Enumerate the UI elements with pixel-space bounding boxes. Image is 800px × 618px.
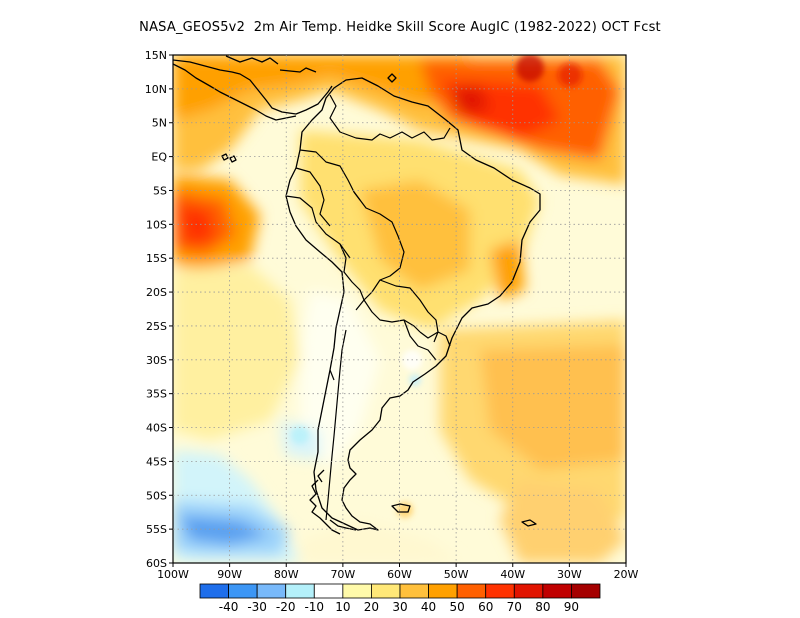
lat-tick-label: 60S	[146, 557, 167, 570]
lon-tick-label: 60W	[387, 568, 412, 581]
colorbar-label: 70	[507, 600, 522, 614]
graticule	[169, 54, 627, 567]
colorbar-label: 10	[335, 600, 350, 614]
colorbar-swatch	[456, 583, 487, 599]
longitude-labels: 100W 90W 80W 70W 60W 50W 40W 30W 20W	[157, 568, 638, 581]
lat-tick-label: 10S	[146, 218, 167, 231]
latitude-labels: 15N 10N 5N EQ 5S 10S 15S 20S 25S 30S 35S 40S 45S 50S 5…	[145, 49, 168, 570]
colorbar-label: -30	[247, 600, 267, 614]
coastline-outlines	[173, 55, 541, 535]
colorbar-label: -10	[304, 600, 324, 614]
lat-tick-label: 15N	[145, 49, 167, 62]
colorbar-swatch	[313, 583, 344, 599]
lat-tick-label: 45S	[146, 455, 167, 468]
colorbar-swatch	[256, 583, 287, 599]
lat-tick-label: 55S	[146, 523, 167, 536]
lat-tick-label: 50S	[146, 489, 167, 502]
colorbar-label: 40	[421, 600, 436, 614]
colorbar-label: 20	[364, 600, 379, 614]
country-borders	[285, 94, 451, 521]
colorbar-swatch	[285, 583, 315, 599]
colorbar-label: 50	[450, 600, 465, 614]
lon-tick-label: 100W	[157, 568, 189, 581]
colorbar-swatch	[571, 583, 601, 599]
map-title: NASA_GEOS5v2 2m Air Temp. Heidke Skill S…	[139, 20, 661, 35]
colorbar-label: 90	[564, 600, 579, 614]
colorbar-swatch	[342, 583, 372, 599]
lat-tick-label: 25S	[146, 320, 167, 333]
lat-tick-label: 5N	[152, 117, 167, 130]
colorbar-label: 80	[535, 600, 550, 614]
lon-tick-label: 80W	[274, 568, 299, 581]
colorbar: -40 -30 -20 -10 10 20 30 40 50 60 70 80 90	[199, 583, 601, 614]
colorbar-swatch	[399, 583, 429, 599]
lat-tick-label: 15S	[146, 252, 167, 265]
colorbar-swatch	[485, 583, 515, 599]
lon-tick-label: 50W	[444, 568, 469, 581]
lon-tick-label: 90W	[217, 568, 242, 581]
colorbar-swatch	[228, 583, 258, 599]
colorbar-label: -20	[276, 600, 296, 614]
colorbar-label: 60	[478, 600, 493, 614]
colorbar-swatch	[542, 583, 572, 599]
lon-tick-label: 20W	[614, 568, 639, 581]
lat-tick-label: 30S	[146, 354, 167, 367]
colorbar-swatch	[428, 583, 458, 599]
lon-tick-label: 40W	[500, 568, 525, 581]
lat-tick-label: 35S	[146, 388, 167, 401]
lat-tick-label: 40S	[146, 422, 167, 435]
colorbar-swatch	[199, 583, 229, 599]
colorbar-label: -40	[219, 600, 239, 614]
lat-tick-label: 20S	[146, 286, 167, 299]
lat-tick-label: 5S	[153, 184, 167, 197]
colorbar-label: 30	[392, 600, 407, 614]
lat-tick-label: EQ	[151, 151, 167, 164]
colorbar-swatch	[371, 583, 401, 599]
colorbar-swatch	[513, 583, 544, 599]
lon-tick-label: 30W	[557, 568, 582, 581]
lon-tick-label: 70W	[330, 568, 355, 581]
lat-tick-label: 10N	[145, 83, 167, 96]
